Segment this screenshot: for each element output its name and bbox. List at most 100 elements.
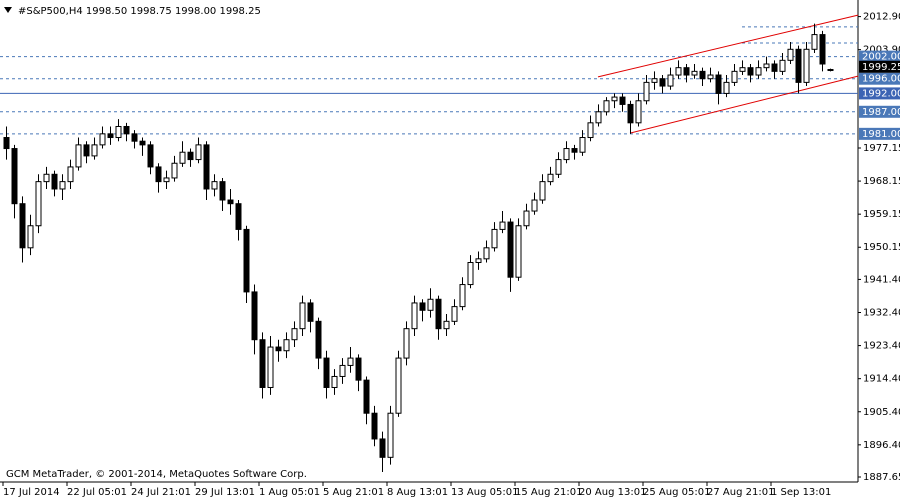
candle-body	[275, 346, 282, 352]
candle-body	[91, 144, 98, 157]
candle-body	[35, 181, 42, 227]
x-tick-label: 29 Jul 13:01	[195, 487, 255, 498]
candle-body	[475, 258, 482, 264]
y-tick-label: 1959.15	[863, 209, 900, 220]
candle-body	[227, 199, 234, 205]
candle-body	[363, 379, 370, 414]
y-tick-label: 2012.90	[863, 12, 900, 23]
candle-body	[443, 320, 450, 330]
candle-body	[747, 67, 754, 76]
y-tick-label: 1932.40	[863, 307, 900, 318]
candle-body	[3, 137, 10, 150]
candle-body	[499, 221, 506, 230]
candle-body	[723, 81, 730, 94]
candle-body	[763, 63, 770, 69]
candle-body	[107, 133, 114, 139]
candle-body	[99, 133, 106, 146]
candle-body	[571, 148, 578, 153]
candle-body	[411, 302, 418, 330]
candle-body	[827, 69, 834, 72]
y-tick-label: 2003.90	[863, 45, 900, 56]
candle-body	[795, 48, 802, 83]
candle-body	[531, 199, 538, 212]
candle-body	[211, 181, 218, 190]
candle-body	[715, 74, 722, 94]
candle-body	[771, 63, 778, 72]
candle-body	[419, 302, 426, 311]
x-tick-label: 25 Aug 05:01	[643, 487, 710, 498]
trendline	[629, 75, 859, 134]
candle-body	[235, 203, 242, 230]
x-tick-label: 22 Jul 05:01	[67, 487, 127, 498]
x-tick-label: 15 Aug 21:01	[515, 487, 582, 498]
level-box	[859, 127, 900, 140]
footer: GCM MetaTrader, © 2001-2014, MetaQuotes …	[6, 469, 307, 480]
candle-body	[707, 74, 714, 80]
candle-body	[147, 144, 154, 168]
candle-body	[467, 262, 474, 286]
level-box	[859, 87, 900, 100]
candle-body	[315, 320, 322, 359]
candle-body	[43, 173, 50, 183]
level-label: 1996.00	[862, 74, 900, 85]
level-label: 2002.00	[862, 52, 900, 63]
candle-body	[187, 151, 194, 161]
candle-body	[299, 302, 306, 330]
candle-body	[547, 173, 554, 183]
candle-body	[523, 210, 530, 227]
candle-body	[555, 159, 562, 175]
y-tick-label: 1941.40	[863, 274, 900, 285]
level-box	[859, 105, 900, 118]
candle-body	[539, 181, 546, 201]
y-tick-label: 1968.15	[863, 176, 900, 187]
level-box	[859, 50, 900, 63]
candle-body	[307, 302, 314, 322]
candle-body	[219, 181, 226, 201]
candle-body	[203, 144, 210, 190]
x-tick-label: 20 Aug 13:01	[579, 487, 646, 498]
bid-box	[859, 60, 900, 73]
candle-body	[739, 67, 746, 72]
candle-body	[11, 148, 18, 205]
candle-body	[483, 247, 490, 260]
candle-body	[171, 162, 178, 179]
candle-body	[59, 181, 66, 190]
x-tick-label: 8 Aug 13:01	[387, 487, 448, 498]
candle-body	[163, 177, 170, 183]
candle-body	[811, 34, 818, 50]
y-tick-label: 1977.15	[863, 143, 900, 154]
x-tick-label: 27 Aug 21:01	[707, 487, 774, 498]
y-tick-label: 1896.40	[863, 440, 900, 451]
candle-body	[379, 438, 386, 458]
candle-body	[435, 298, 442, 330]
candle-body	[291, 328, 298, 341]
candle-body	[123, 125, 130, 135]
y-tick-label: 1950.15	[863, 242, 900, 253]
candle-body	[67, 166, 74, 183]
y-tick-label: 1905.40	[863, 407, 900, 418]
candle-body	[643, 81, 650, 102]
candle-body	[243, 228, 250, 293]
candle-body	[675, 67, 682, 76]
candle-body	[155, 166, 162, 183]
candle-body	[339, 364, 346, 377]
candle-body	[635, 100, 642, 124]
x-tick-label: 24 Jul 21:01	[131, 487, 191, 498]
candle-body	[659, 78, 666, 87]
x-tick-label: 5 Aug 21:01	[323, 487, 384, 498]
candle-body	[195, 144, 202, 161]
candle-body	[619, 96, 626, 105]
candle-body	[371, 412, 378, 440]
candle-body	[139, 140, 146, 146]
candle-body	[491, 228, 498, 249]
x-tick-label: 1 Sep 13:01	[771, 487, 831, 498]
level-box	[859, 72, 900, 85]
candle-body	[395, 357, 402, 414]
candle-body	[803, 48, 810, 83]
bid-label: 1999.25	[862, 62, 900, 73]
x-tick-label: 1 Aug 05:01	[259, 487, 320, 498]
candle-body	[115, 125, 122, 139]
menu-icon	[4, 7, 12, 13]
